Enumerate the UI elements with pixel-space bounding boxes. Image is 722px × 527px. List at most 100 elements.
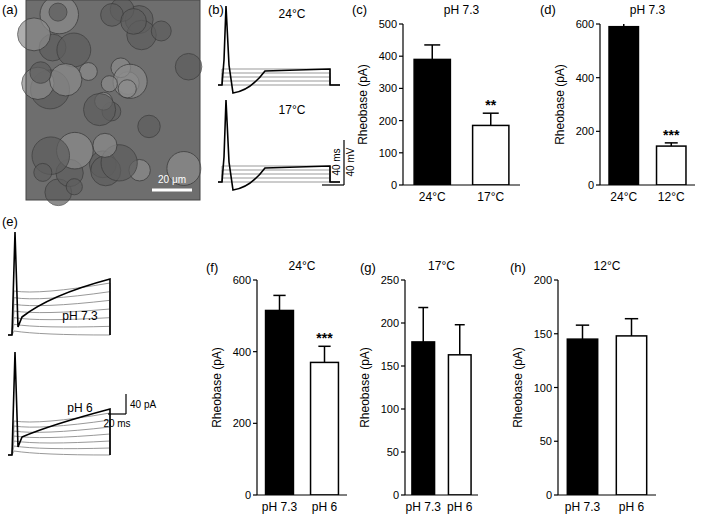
spike-current-trace <box>8 232 110 335</box>
y-tick <box>399 184 403 185</box>
axis-label: Rheobase (pA) <box>356 64 370 145</box>
y-tick-label: 200 <box>576 125 594 137</box>
x-tick-label: pH 7.3 <box>406 500 442 514</box>
trace-label: 17°C <box>279 103 306 117</box>
y-tick-label: 400 <box>233 346 251 358</box>
y-tick-label: 100 <box>379 147 397 159</box>
panel-label: (b) <box>208 2 224 17</box>
current-trace <box>8 324 110 335</box>
x-tick-label: pH 6 <box>447 500 473 514</box>
bar <box>657 146 686 185</box>
cell <box>118 80 136 98</box>
y-tick <box>554 441 558 442</box>
error-line <box>459 325 461 355</box>
current-trace <box>8 331 110 335</box>
panel-label: (g) <box>360 260 376 275</box>
y-tick-label: 200 <box>233 417 251 429</box>
image-frame <box>26 0 200 200</box>
significance: ** <box>485 97 496 113</box>
y-tick <box>401 365 405 366</box>
y-tick-label: 100 <box>534 382 552 394</box>
bar <box>311 362 339 495</box>
error-bar <box>418 308 428 342</box>
x-axis <box>558 494 656 495</box>
y-tick-label: 600 <box>233 274 251 286</box>
subthreshold-trace <box>218 166 340 182</box>
y-tick <box>399 120 403 121</box>
y-tick <box>399 56 403 57</box>
cell <box>18 18 51 51</box>
y-tick <box>596 184 600 185</box>
voltage-traces: 17°C <box>218 100 340 190</box>
y-tick <box>253 494 257 495</box>
axis-label: Rheobase (pA) <box>511 347 525 428</box>
error-line <box>423 308 425 342</box>
y-tick <box>554 333 558 334</box>
micrograph <box>18 0 202 206</box>
subthreshold-trace <box>218 81 340 85</box>
marks <box>266 295 339 495</box>
bar <box>412 342 435 495</box>
subthreshold-trace <box>218 178 340 182</box>
x-tick-label: 12°C <box>658 190 685 204</box>
error-bar <box>576 325 589 339</box>
bar <box>448 355 471 495</box>
current-traces: pH 7.3 <box>8 232 110 335</box>
subthreshold-trace <box>218 170 340 182</box>
scale-bar-label: 40 mV <box>345 147 356 176</box>
y-tick-label: 200 <box>381 317 399 329</box>
y-tick-label: 0 <box>245 489 251 501</box>
current-trace <box>8 446 110 455</box>
y-tick-label: 0 <box>546 489 552 501</box>
chart-title: 24°C <box>289 259 316 273</box>
y-tick-label: 0 <box>393 489 399 501</box>
bar <box>414 59 450 185</box>
chart-title: 17°C <box>428 259 455 273</box>
y-tick-label: 200 <box>534 274 552 286</box>
spike-trace <box>218 6 340 93</box>
cell <box>30 62 52 84</box>
x-axis <box>403 184 520 185</box>
x-axis <box>600 184 695 185</box>
cell <box>113 64 147 98</box>
error-bar <box>273 295 285 310</box>
error-bar <box>625 319 638 336</box>
current-trace <box>8 427 110 455</box>
trace-label: 24°C <box>279 7 306 21</box>
y-tick-label: 300 <box>379 82 397 94</box>
spike-trace <box>218 100 340 190</box>
scale-bar-label: 20 ms <box>103 418 130 429</box>
current-trace <box>8 420 110 455</box>
panel-label: (e) <box>2 214 18 229</box>
x-tick-label: pH 7.3 <box>262 500 298 514</box>
panel-label: (h) <box>510 260 526 275</box>
y-tick <box>399 23 403 24</box>
error-line <box>490 113 492 125</box>
error-line <box>631 319 633 336</box>
scale-bar <box>108 413 126 414</box>
marks <box>412 308 471 495</box>
scale-bar <box>322 184 344 185</box>
y-tick <box>399 152 403 153</box>
x-tick-label: pH 7.3 <box>565 500 601 514</box>
x-axis <box>405 494 478 495</box>
error-bar <box>617 24 630 27</box>
error-line <box>623 24 625 27</box>
cell <box>93 133 117 157</box>
current-trace <box>8 292 110 335</box>
y-tick-label: 500 <box>379 18 397 30</box>
chart-title: pH 7.3 <box>444 3 480 17</box>
current-trace <box>8 283 110 335</box>
trace-label: pH 7.3 <box>62 309 98 323</box>
x-tick-label: 24°C <box>610 190 637 204</box>
y-tick <box>596 77 600 78</box>
cell <box>49 3 67 21</box>
error-bar <box>455 325 465 355</box>
error-line <box>324 346 326 362</box>
figure: (a)20 μm(b)24°C17°C40 ms40 mV(e)pH 7.3pH… <box>0 0 722 527</box>
spike-current-trace <box>8 352 110 455</box>
subthreshold-trace <box>218 69 340 85</box>
y-tick <box>253 279 257 280</box>
error-bar <box>483 113 499 125</box>
y-axis <box>599 24 600 185</box>
